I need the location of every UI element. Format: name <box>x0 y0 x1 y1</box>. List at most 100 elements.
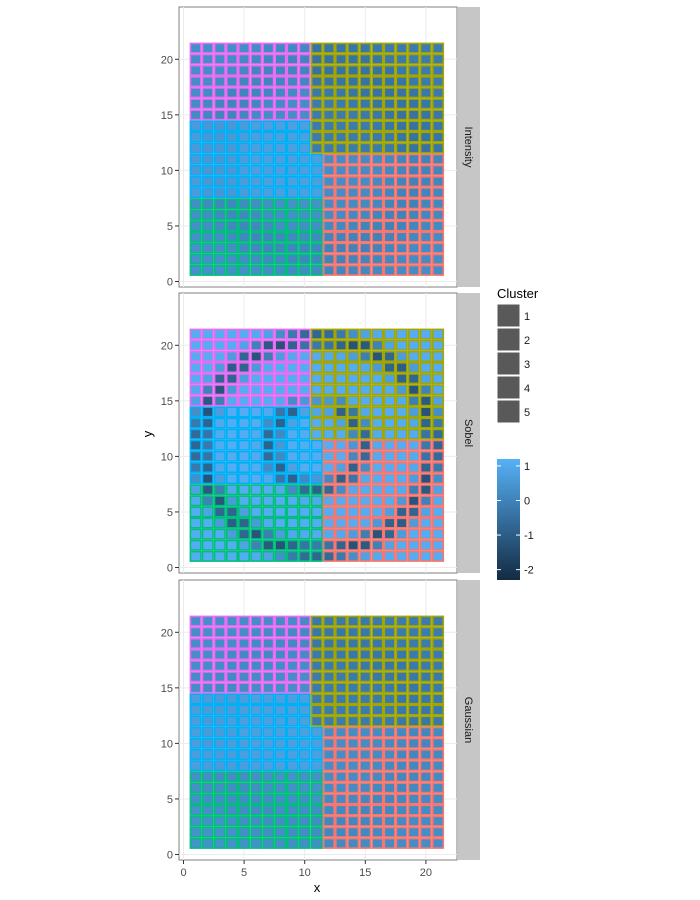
tile <box>274 42 287 54</box>
tile <box>322 176 336 188</box>
tile <box>347 220 360 232</box>
tile <box>286 164 299 176</box>
tile <box>419 704 432 716</box>
tile <box>383 142 396 154</box>
tile <box>250 726 263 738</box>
tile <box>201 506 214 518</box>
tile <box>431 231 445 243</box>
tile <box>359 253 372 265</box>
tile <box>225 417 238 429</box>
tile <box>371 473 384 485</box>
tile <box>310 350 323 363</box>
tile <box>238 771 251 783</box>
tile <box>431 737 445 749</box>
tile <box>419 671 432 683</box>
tile <box>310 704 323 716</box>
tile <box>274 153 287 165</box>
tile <box>298 164 311 176</box>
tile <box>310 220 323 232</box>
tile <box>431 771 445 783</box>
tile <box>310 615 323 627</box>
tile <box>359 771 372 783</box>
tile <box>371 339 384 351</box>
tile <box>201 550 214 562</box>
tile <box>431 439 445 451</box>
tile <box>262 264 275 276</box>
tile <box>262 220 275 232</box>
tile <box>334 682 348 694</box>
tile <box>213 771 226 783</box>
tile <box>201 715 214 727</box>
tile <box>250 826 263 838</box>
tile <box>298 682 311 694</box>
tile <box>201 726 214 738</box>
tile <box>407 539 420 551</box>
tile <box>286 339 299 351</box>
y-tick-label: 5 <box>167 507 173 519</box>
tile <box>238 64 251 76</box>
tile <box>407 53 420 65</box>
tile <box>189 760 202 772</box>
tile <box>250 461 263 474</box>
tile <box>262 473 275 485</box>
tile <box>201 198 214 210</box>
tile <box>383 550 396 562</box>
tile <box>201 142 214 154</box>
tile <box>250 637 263 650</box>
tile <box>419 760 432 772</box>
tile <box>274 671 287 683</box>
tile <box>262 428 275 440</box>
tile <box>407 339 420 351</box>
tile <box>250 384 263 396</box>
color-bar <box>497 459 520 580</box>
tile <box>201 98 214 110</box>
tile <box>250 439 263 451</box>
tile <box>238 373 251 385</box>
tile <box>298 626 311 638</box>
tile <box>395 495 408 507</box>
tile <box>262 648 275 661</box>
tile <box>359 726 372 738</box>
tile <box>431 339 445 351</box>
tile <box>334 176 348 188</box>
tile <box>395 98 408 110</box>
tile <box>213 473 226 485</box>
tile <box>213 339 226 351</box>
tile <box>334 637 348 650</box>
tile <box>395 660 408 672</box>
tile <box>395 626 408 638</box>
tile <box>274 473 287 485</box>
tile <box>310 660 323 672</box>
tile <box>334 242 348 254</box>
tile <box>225 328 238 340</box>
tile <box>347 815 360 827</box>
tile <box>262 153 275 165</box>
cluster-legend-label: 1 <box>524 311 530 323</box>
tile <box>201 42 214 54</box>
tile <box>419 264 432 276</box>
tile <box>371 782 384 794</box>
tile <box>274 648 287 661</box>
x-axis-title: x <box>314 880 321 895</box>
tile <box>213 826 226 838</box>
tile <box>238 693 251 705</box>
tile <box>347 837 360 849</box>
tile <box>322 793 336 805</box>
tile <box>238 187 251 199</box>
tile <box>407 98 420 110</box>
facet-panels: 0 5 10 15 20 Intensity 0 5 10 15 20 Sobel 0 5 10 15 20 Ga… <box>161 6 480 862</box>
tile <box>322 782 336 794</box>
tile <box>274 187 287 199</box>
tile <box>310 804 323 816</box>
tile <box>322 484 336 496</box>
tile <box>419 648 432 661</box>
tile <box>238 264 251 276</box>
tile <box>310 142 323 154</box>
tile <box>359 626 372 638</box>
tile <box>250 715 263 727</box>
tile <box>298 615 311 627</box>
tile <box>225 793 238 805</box>
tile <box>395 253 408 265</box>
tile <box>274 198 287 210</box>
value-legend: 1 0 -1 -2 <box>497 459 534 580</box>
